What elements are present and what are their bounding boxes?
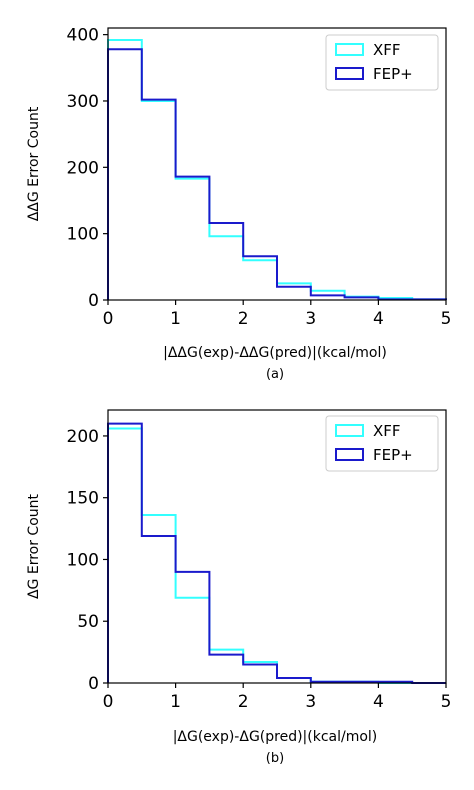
panel-caption: (b) (266, 751, 284, 766)
legend-box (325, 415, 439, 472)
x-tick-label: 0 (103, 692, 114, 712)
x-axis-label: |ΔG(exp)-ΔG(pred)|(kcal/mol) (173, 729, 378, 745)
legend-label-fep-plus: FEP+ (373, 446, 413, 464)
axes-frame (107, 27, 447, 301)
y-tick-label: 50 (77, 612, 99, 632)
x-tick-label: 3 (305, 692, 316, 712)
y-tick-label: 300 (67, 92, 99, 112)
legend-label-xff: XFF (373, 422, 401, 440)
chart-panel-a: 0 1 2 3 4 5 0 100 200 300 400 |ΔΔG(exp)-ΔΔG(pred)|(… (26, 26, 451, 382)
x-tick-label: 5 (441, 309, 452, 329)
y-axis-label: ΔΔG Error Count (26, 106, 42, 221)
histogram-fep-plus (107, 422, 446, 684)
x-tick-label: 3 (305, 309, 316, 329)
y-tick-label: 0 (88, 674, 99, 694)
y-tick-label: 100 (67, 225, 99, 245)
x-tick-label: 1 (170, 309, 181, 329)
chart-panel-b: 0 1 2 3 4 5050100150200|ΔG(exp)-ΔG(pred)|(kca… (26, 409, 452, 766)
x-tick-label: 2 (238, 309, 249, 329)
y-tick-label: 200 (67, 427, 99, 447)
legend: XFF FEP+ (325, 415, 439, 472)
y-tick-label: 100 (67, 550, 99, 570)
legend-box (325, 34, 439, 91)
x-tick-label: 4 (373, 309, 384, 329)
legend-label-fep-plus: FEP+ (373, 65, 413, 83)
y-tick-label: 150 (67, 489, 99, 509)
legend-swatch-xff (335, 424, 364, 437)
axes-frame (107, 409, 447, 684)
legend-swatch-fep-plus (335, 67, 364, 80)
histogram-fep-plus (107, 48, 447, 301)
legend-label-xff: XFF (373, 41, 401, 59)
y-tick-label: 0 (88, 291, 99, 311)
x-tick-label: 2 (238, 692, 249, 712)
x-tick-label: 1 (170, 692, 181, 712)
x-tick-label: 0 (103, 309, 114, 329)
legend: XFF FEP+ (325, 34, 439, 91)
y-tick-label: 400 (67, 26, 99, 46)
legend-swatch-xff (335, 43, 364, 56)
panel-caption: (a) (266, 367, 284, 382)
legend-swatch-fep-plus (335, 448, 364, 461)
x-tick-label: 5 (441, 692, 452, 712)
y-axis-label: ΔG Error Count (26, 493, 42, 599)
x-axis-label: |ΔΔG(exp)-ΔΔG(pred)|(kcal/mol) (163, 345, 387, 361)
y-tick-label: 200 (67, 158, 99, 178)
x-tick-label: 4 (373, 692, 384, 712)
